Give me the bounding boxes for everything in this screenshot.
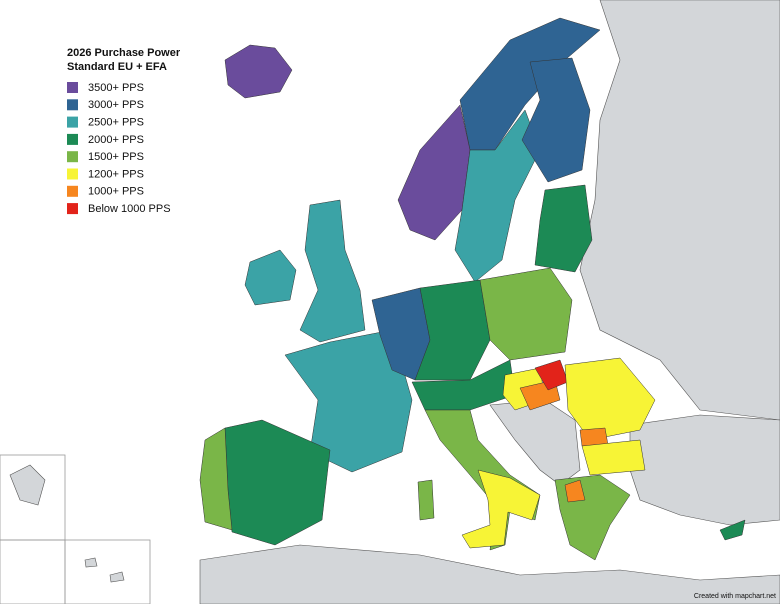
great-britain	[299, 199, 366, 343]
legend-label: 2500+ PPS	[88, 117, 144, 129]
legend-label: 1500+ PPS	[88, 151, 144, 163]
bucharest-surround	[579, 427, 609, 447]
poland	[479, 267, 573, 361]
legend-label: 1200+ PPS	[88, 168, 144, 180]
bulgaria	[581, 439, 646, 476]
canaries	[84, 557, 125, 583]
legend: 3500+ PPS 3000+ PPS 2500+ PPS 2000+ PPS 1500…	[67, 82, 171, 215]
legend-swatch	[67, 116, 78, 128]
iceland	[224, 44, 293, 99]
africa	[199, 544, 780, 604]
sardinia	[417, 479, 435, 521]
legend-swatch	[67, 151, 78, 163]
finland	[521, 57, 591, 183]
ireland	[244, 249, 297, 306]
legend-swatch	[67, 133, 78, 145]
legend-label: Below 1000 PPS	[88, 203, 171, 215]
russia	[579, 0, 780, 421]
sweden	[454, 109, 541, 283]
greece-north	[564, 479, 586, 503]
turkey	[629, 414, 780, 526]
legend-label: 2000+ PPS	[88, 134, 144, 146]
legend-label: 1000+ PPS	[88, 186, 144, 198]
credit: Created with mapchart.net	[694, 593, 776, 600]
france	[284, 329, 413, 473]
legend-swatch	[67, 168, 78, 180]
italy-south	[461, 469, 541, 549]
svalbard	[9, 464, 46, 506]
legend-swatch	[67, 82, 78, 93]
legend-title: 2026 Purchase Power	[67, 47, 181, 59]
legend-subtitle: Standard EU + EFA	[67, 61, 167, 73]
romania	[564, 357, 656, 441]
legend-swatch	[67, 203, 78, 215]
portugal	[199, 427, 233, 531]
legend-label: 3000+ PPS	[88, 99, 144, 111]
baltics	[534, 184, 593, 273]
legend-swatch	[67, 185, 78, 197]
legend-swatch	[67, 99, 78, 111]
inset-canaries	[64, 539, 151, 604]
legend-label: 3500+ PPS	[88, 82, 144, 94]
cyprus	[719, 519, 746, 541]
